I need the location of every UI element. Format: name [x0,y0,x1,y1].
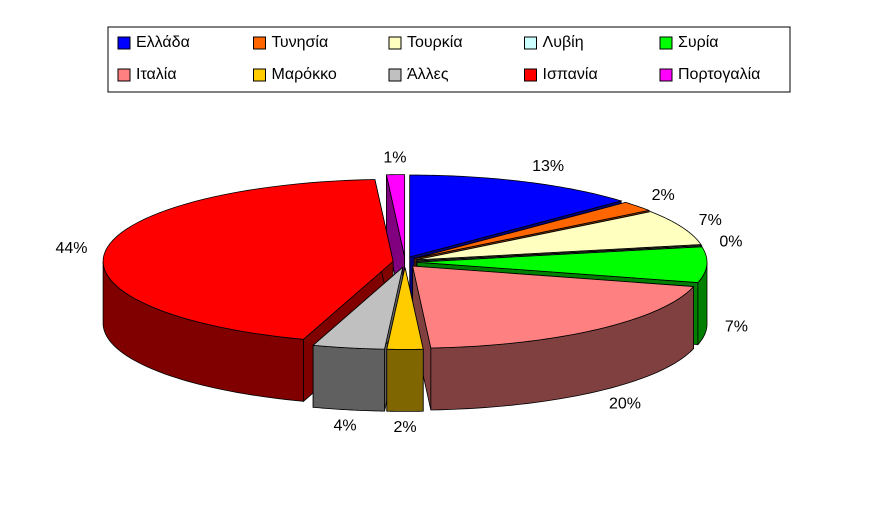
slice [386,267,424,350]
legend-label: Άλλες [407,66,449,83]
legend-swatch [253,36,266,50]
legend-box [107,26,791,93]
legend-label: Τυνησία [272,34,329,51]
legend-label: Ιταλία [136,66,177,83]
data-label: 2% [393,419,416,436]
data-label: 13% [532,158,564,175]
data-label: 7% [725,318,748,335]
data-label: 44% [55,240,87,257]
slice [414,202,651,259]
data-label: 0% [719,234,742,251]
slice [102,179,394,340]
legend-swatch [388,36,402,50]
data-label: 4% [333,417,356,434]
data-label: 2% [652,187,675,204]
slice-wall [386,348,424,412]
data-label: 20% [609,395,641,412]
legend-swatch [659,36,673,50]
slice [416,246,708,283]
legend-swatch [388,68,402,82]
legend-swatch [253,68,266,82]
legend-swatch [117,68,131,82]
legend-swatch [659,68,673,82]
slice [415,211,702,261]
slice [385,174,406,257]
legend-label: Τουρκία [407,34,463,51]
legend-swatch [524,68,537,82]
legend-label: Λυβίη [543,34,584,51]
data-label: 1% [383,149,406,166]
slice [312,266,404,350]
legend-swatch [117,36,131,50]
legend-label: Πορτογαλία [678,66,760,83]
legend-swatch [524,36,537,50]
slice [409,174,623,258]
data-label: 7% [699,212,722,229]
legend-label: Ισπανία [543,66,598,83]
legend-label: Ελλάδα [136,34,190,51]
slice [412,265,695,349]
slice-wall [312,344,385,412]
legend-label: Συρία [678,34,719,51]
legend-label: Μαρόκκο [272,66,337,83]
